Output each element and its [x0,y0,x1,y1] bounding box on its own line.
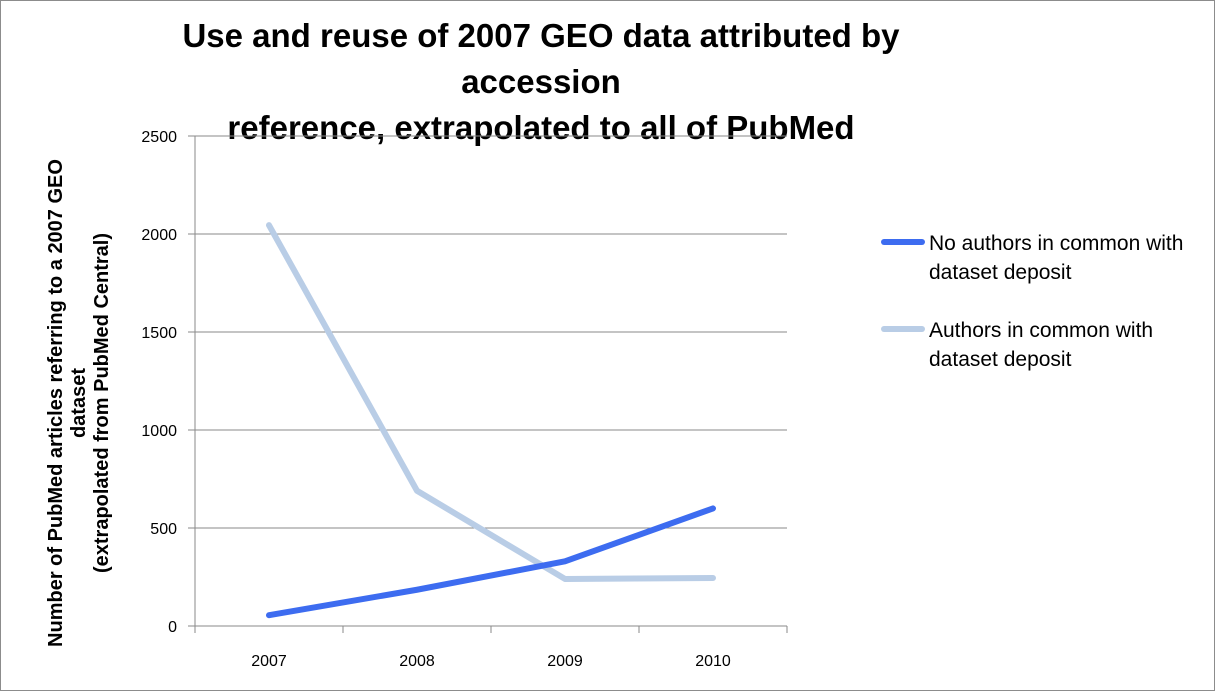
series-lines [266,222,716,619]
legend-label-no-authors: No authors in common with dataset deposi… [929,232,1184,284]
legend-item-authors-in-common: Authors in common with dataset deposit [881,316,1211,374]
legend: No authors in common with dataset deposi… [881,229,1211,403]
y-tick-labels: 0 500 1000 1500 2000 2500 [141,129,177,636]
chart-title-line-1: Use and reuse of 2007 GEO data attribute… [182,17,900,100]
chart-title: Use and reuse of 2007 GEO data attribute… [101,13,981,151]
y-tick-label-0: 0 [168,619,177,636]
x-tick-label-2010: 2010 [695,653,731,670]
y-tick-label-1500: 1500 [141,325,177,342]
y-tick-label-2500: 2500 [141,129,177,146]
y-tick-label-500: 500 [150,521,177,538]
x-tick-labels: 2007 2008 2009 2010 [251,653,731,670]
series-line-authors-in-common [266,222,716,582]
y-tick-label-1000: 1000 [141,423,177,440]
gridlines [195,135,787,529]
y-tick-label-2000: 2000 [141,227,177,244]
axes [188,135,788,633]
legend-swatch-no-authors [881,239,925,245]
x-tick-label-2009: 2009 [547,653,583,670]
x-tick-label-2007: 2007 [251,653,287,670]
legend-label-authors-in-common: Authors in common with dataset deposit [929,319,1154,371]
chart-title-line-2: reference, extrapolated to all of PubMed [227,109,855,146]
legend-swatch-authors-in-common [881,326,925,332]
series-line-no-authors [266,505,716,619]
x-tick-label-2008: 2008 [399,653,435,670]
legend-item-no-authors: No authors in common with dataset deposi… [881,229,1211,287]
